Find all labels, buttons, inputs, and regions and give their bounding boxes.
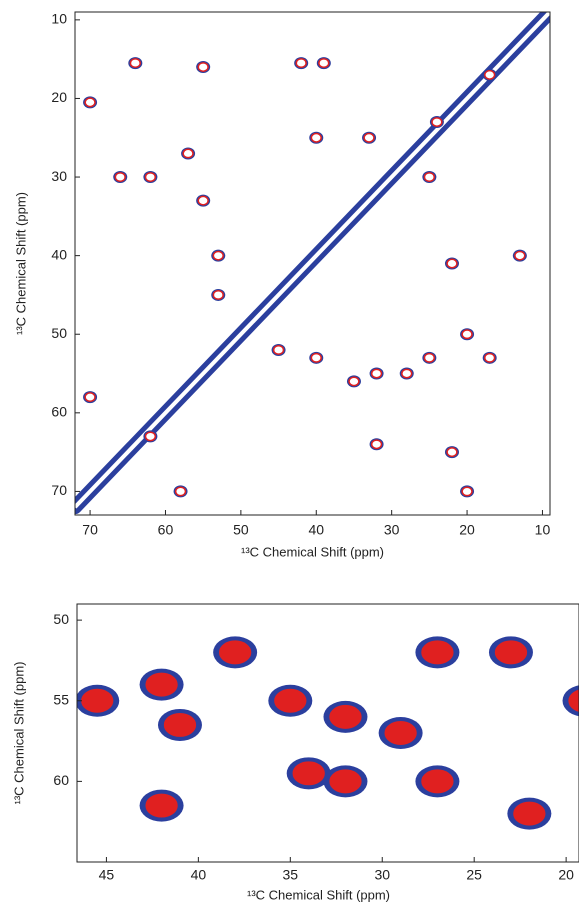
y-tick-label: 30 [51,168,67,184]
peak-core [218,640,252,665]
x-tick-label: 45 [99,867,115,883]
peak-core [568,689,579,712]
peak-core [318,58,330,69]
peak-core [421,640,454,665]
peak-core [163,712,197,737]
x-axis-label: ¹³C Chemical Shift (ppm) [241,544,384,559]
peak-core [329,769,362,794]
peak-core [274,688,307,713]
peak-core [514,250,526,261]
peak-core [144,172,157,182]
peak-core [129,58,141,69]
peak-core [197,195,209,206]
peak-core [494,640,528,665]
peak-core [310,132,322,143]
peak-core [197,62,209,72]
peak-core [84,97,96,108]
x-tick-label: 70 [82,522,98,538]
y-axis-label: ¹³C Chemical Shift (ppm) [11,661,26,804]
y-tick-label: 70 [51,482,67,498]
diagonal-inner [75,12,550,509]
peak-core [421,769,454,794]
y-tick-label: 55 [53,691,69,707]
peak-core [174,486,187,497]
peak-core [446,258,458,269]
peak-core [370,439,383,450]
y-tick-label: 50 [51,325,67,341]
x-axis-label: ¹³C Chemical Shift (ppm) [247,887,390,902]
y-tick-label: 60 [51,404,67,420]
peak-core [446,447,458,458]
x-tick-label: 30 [384,522,400,538]
y-axis-label: ¹³C Chemical Shift (ppm) [13,192,28,335]
peak-core [144,431,157,442]
peak-core [461,329,473,340]
peak-core [423,352,436,363]
peak-core [384,721,417,745]
x-tick-label: 40 [191,867,207,883]
peak-core [370,368,383,379]
peak-core [81,688,114,713]
peak-core [484,69,496,80]
y-tick-label: 50 [53,611,69,627]
plot-area [77,636,579,830]
peak-core [182,148,194,159]
x-tick-label: 35 [283,867,299,883]
x-tick-label: 20 [459,522,475,538]
peak-core [348,376,360,387]
x-tick-label: 10 [535,522,551,538]
peak-core [272,345,285,355]
x-tick-label: 20 [558,867,574,883]
peak-core [461,486,473,497]
y-tick-label: 60 [53,772,69,788]
x-tick-label: 30 [374,867,390,883]
y-tick-label: 10 [51,11,67,27]
peak-core [513,801,546,826]
frame [74,11,551,516]
x-tick-label: 60 [158,522,174,538]
peak-core [329,704,362,729]
peak-core [431,117,443,127]
frame [76,603,579,863]
plot-area [75,12,550,515]
x-tick-label: 25 [466,867,482,883]
peak-core [145,793,178,818]
peak-core [423,172,436,182]
y-tick-label: 40 [51,246,67,262]
peak-core [292,761,325,786]
peak-core [114,172,126,182]
peak-core [484,352,496,363]
peak-core [145,672,178,697]
peak-core [310,352,322,363]
peak-core [401,368,413,379]
x-tick-label: 50 [233,522,249,538]
peak-core [363,132,375,143]
peak-core [212,289,224,300]
peak-core [295,58,307,69]
peak-core [212,250,224,261]
x-tick-label: 40 [308,522,324,538]
y-tick-label: 20 [51,89,67,105]
peak-core [84,392,96,403]
